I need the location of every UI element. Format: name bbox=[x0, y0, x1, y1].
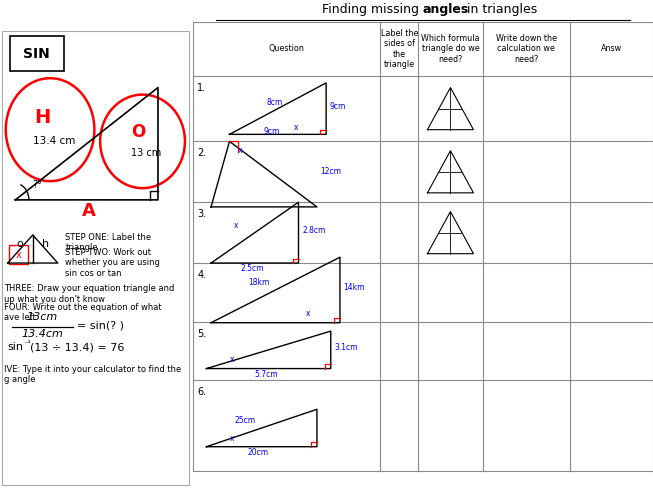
Text: ⁻¹: ⁻¹ bbox=[23, 340, 31, 348]
Text: Label the
sides of
the
triangle: Label the sides of the triangle bbox=[381, 29, 418, 69]
Text: Which formula
triangle do we
need?: Which formula triangle do we need? bbox=[421, 34, 480, 64]
Text: Finding missing: Finding missing bbox=[322, 3, 423, 16]
Text: o: o bbox=[17, 239, 24, 248]
Text: IVE: Type it into your calculator to find the
g angle: IVE: Type it into your calculator to fin… bbox=[4, 365, 181, 384]
Text: THREE: Draw your equation triangle and
up what you don't know: THREE: Draw your equation triangle and u… bbox=[4, 284, 174, 303]
Text: angles: angles bbox=[0, 489, 1, 490]
Text: h: h bbox=[42, 239, 49, 248]
Text: 13.4cm: 13.4cm bbox=[22, 329, 63, 339]
Text: (13 ÷ 13.4) = 76: (13 ÷ 13.4) = 76 bbox=[30, 343, 124, 352]
Text: STEP ONE: Label the
triangle: STEP ONE: Label the triangle bbox=[65, 233, 151, 252]
Text: sin: sin bbox=[8, 343, 24, 352]
Text: angles: angles bbox=[423, 3, 469, 16]
Text: 1.: 1. bbox=[197, 83, 206, 93]
Text: 5.: 5. bbox=[197, 329, 206, 339]
Text: ?°: ?° bbox=[33, 180, 42, 190]
Text: STEP TWO: Work out
whether you are using
sin cos or tan: STEP TWO: Work out whether you are using… bbox=[65, 248, 161, 278]
Text: in triangles: in triangles bbox=[423, 3, 537, 16]
Text: 3.: 3. bbox=[197, 209, 206, 219]
Text: 2.5cm: 2.5cm bbox=[241, 265, 264, 273]
Text: 13.4 cm: 13.4 cm bbox=[33, 136, 75, 147]
Text: x: x bbox=[229, 434, 234, 443]
Text: H: H bbox=[34, 108, 50, 127]
Text: x: x bbox=[294, 122, 298, 132]
Text: 4.: 4. bbox=[197, 270, 206, 280]
Text: SIN: SIN bbox=[24, 47, 50, 61]
Text: 13 cm: 13 cm bbox=[131, 148, 161, 158]
Text: 20cm: 20cm bbox=[248, 448, 269, 457]
Text: 13cm: 13cm bbox=[27, 312, 58, 321]
Text: x: x bbox=[238, 146, 242, 155]
Text: x: x bbox=[306, 309, 310, 318]
Text: A: A bbox=[82, 202, 95, 220]
Text: 9cm: 9cm bbox=[329, 101, 345, 111]
Text: 5.7cm: 5.7cm bbox=[255, 370, 278, 379]
Text: 18km: 18km bbox=[248, 278, 269, 287]
FancyBboxPatch shape bbox=[8, 245, 28, 265]
Text: 2.: 2. bbox=[197, 148, 206, 158]
Text: Finding missing: Finding missing bbox=[0, 489, 1, 490]
Text: FOUR: Write out the equation of what
ave left.: FOUR: Write out the equation of what ave… bbox=[4, 303, 161, 322]
Text: 3.1cm: 3.1cm bbox=[334, 343, 357, 352]
Bar bbox=[10, 36, 63, 71]
Text: 2.8cm: 2.8cm bbox=[302, 225, 326, 235]
Text: O: O bbox=[131, 123, 146, 141]
Text: 12cm: 12cm bbox=[320, 167, 341, 176]
Text: Question: Question bbox=[268, 45, 304, 53]
Text: Write down the
calculation we
need?: Write down the calculation we need? bbox=[496, 34, 557, 64]
Text: x: x bbox=[16, 249, 21, 260]
Text: x: x bbox=[229, 355, 234, 364]
Text: x: x bbox=[234, 221, 238, 230]
Text: = sin(? ): = sin(? ) bbox=[77, 320, 124, 330]
Text: 9cm: 9cm bbox=[264, 127, 280, 136]
Text: 6.: 6. bbox=[197, 387, 206, 397]
Text: 25cm: 25cm bbox=[234, 416, 255, 425]
Text: 14km: 14km bbox=[343, 283, 364, 292]
Text: Answ: Answ bbox=[601, 45, 622, 53]
Text: 8cm: 8cm bbox=[266, 98, 283, 107]
